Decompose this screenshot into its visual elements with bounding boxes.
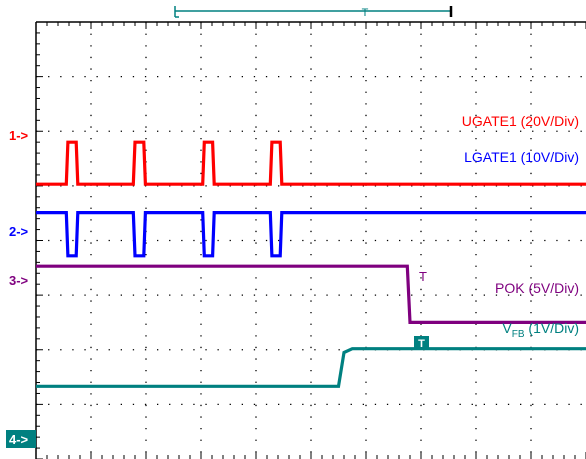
trace-lgate1 <box>36 211 586 258</box>
trace-vfb <box>36 347 586 388</box>
svg-text:4->: 4-> <box>9 432 29 447</box>
trigger-marker-t: T <box>419 269 427 284</box>
channel-marker-4: 4-> <box>6 430 36 448</box>
channel-marker-3: 3-> <box>9 273 29 288</box>
trace-pok <box>36 264 586 324</box>
series-label-ugate1: UGATE1 (20V/Div) <box>462 113 579 129</box>
trace-ugate1 <box>36 140 586 186</box>
svg-text:T: T <box>418 338 425 350</box>
channel-marker-1: 1-> <box>9 128 29 143</box>
vfb-level-marker: T <box>414 336 429 350</box>
traces <box>36 140 586 388</box>
channel-marker-2: 2-> <box>9 224 29 239</box>
timebase-trigger-marker: T <box>362 7 369 19</box>
series-label-pok: POK (5V/Div) <box>495 280 579 296</box>
series-label-lgate1: LGATE1 (10V/Div) <box>464 149 579 165</box>
series-label-vfb: VFB (1V/Div) <box>502 320 579 340</box>
timebase-indicator: T <box>174 6 453 19</box>
